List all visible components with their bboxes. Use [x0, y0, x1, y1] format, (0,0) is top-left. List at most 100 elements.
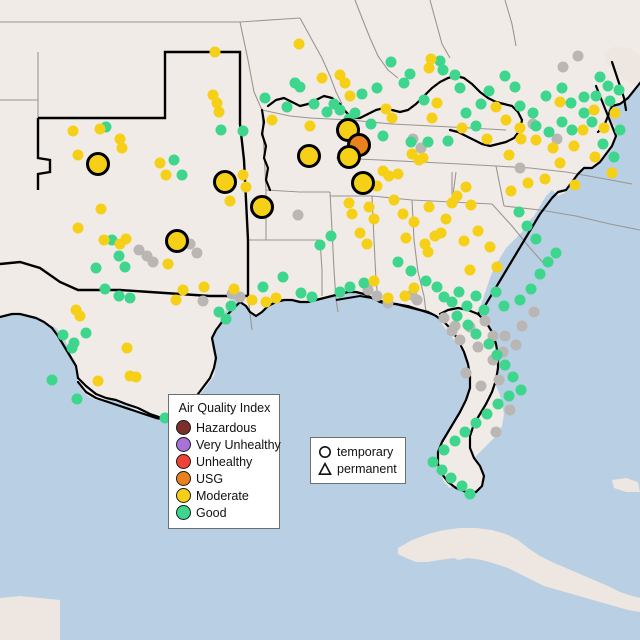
monitor-marker-unknown[interactable] — [197, 295, 209, 307]
monitor-marker-good[interactable] — [459, 426, 471, 438]
monitor-marker-good[interactable] — [213, 306, 225, 318]
monitor-marker-highlighted[interactable] — [86, 152, 110, 176]
monitor-marker-moderate[interactable] — [422, 246, 434, 258]
monitor-marker-good[interactable] — [438, 444, 450, 456]
monitor-marker-unknown[interactable] — [406, 289, 418, 301]
monitor-marker-unknown[interactable] — [499, 330, 511, 342]
monitor-marker-good[interactable] — [436, 464, 448, 476]
monitor-marker-moderate[interactable] — [74, 310, 86, 322]
monitor-marker-good[interactable] — [586, 116, 598, 128]
monitor-marker-good[interactable] — [281, 101, 293, 113]
monitor-marker-good[interactable] — [314, 239, 326, 251]
monitor-marker-moderate[interactable] — [451, 190, 463, 202]
monitor-marker-moderate[interactable] — [334, 69, 346, 81]
monitor-marker-highlighted[interactable] — [250, 195, 274, 219]
legend-item-permanent[interactable]: permanent — [318, 460, 399, 477]
monitor-marker-good[interactable] — [46, 374, 58, 386]
monitor-marker-moderate[interactable] — [446, 197, 458, 209]
monitor-marker-unknown[interactable] — [415, 142, 427, 154]
monitor-marker-unknown[interactable] — [449, 320, 461, 332]
monitor-marker-unknown[interactable] — [551, 133, 563, 145]
monitor-marker-moderate[interactable] — [162, 258, 174, 270]
monitor-marker-unknown[interactable] — [371, 290, 383, 302]
monitor-marker-unknown[interactable] — [191, 247, 203, 259]
monitor-marker-good[interactable] — [608, 151, 620, 163]
monitor-marker-moderate[interactable] — [503, 149, 515, 161]
monitor-marker-good[interactable] — [404, 68, 416, 80]
monitor-marker-moderate[interactable] — [213, 106, 225, 118]
monitor-marker-moderate[interactable] — [368, 213, 380, 225]
monitor-marker-good[interactable] — [521, 220, 533, 232]
monitor-marker-good[interactable] — [470, 120, 482, 132]
monitor-marker-good[interactable] — [556, 116, 568, 128]
monitor-marker-highlighted[interactable] — [351, 171, 375, 195]
monitor-marker-moderate[interactable] — [209, 46, 221, 58]
monitor-marker-moderate[interactable] — [339, 77, 351, 89]
legend-item-usg[interactable]: USG — [176, 470, 273, 487]
monitor-marker-unknown[interactable] — [490, 426, 502, 438]
monitor-marker-good[interactable] — [513, 206, 525, 218]
monitor-marker-good[interactable] — [405, 136, 417, 148]
monitor-marker-moderate[interactable] — [237, 169, 249, 181]
monitor-marker-good[interactable] — [614, 124, 626, 136]
monitor-marker-good[interactable] — [168, 154, 180, 166]
monitor-marker-moderate[interactable] — [440, 213, 452, 225]
monitor-marker-good[interactable] — [475, 98, 487, 110]
monitor-marker-unknown[interactable] — [557, 61, 569, 73]
monitor-marker-moderate[interactable] — [547, 142, 559, 154]
monitor-marker-moderate[interactable] — [170, 294, 182, 306]
monitor-marker-good[interactable] — [445, 472, 457, 484]
monitor-marker-moderate[interactable] — [577, 124, 589, 136]
monitor-marker-good[interactable] — [442, 135, 454, 147]
monitor-marker-good[interactable] — [113, 290, 125, 302]
monitor-marker-good[interactable] — [478, 304, 490, 316]
monitor-marker-unknown[interactable] — [510, 339, 522, 351]
monitor-marker-good[interactable] — [461, 300, 473, 312]
monitor-marker-moderate[interactable] — [116, 142, 128, 154]
monitor-marker-good[interactable] — [308, 98, 320, 110]
monitor-marker-good[interactable] — [57, 329, 69, 341]
monitor-marker-moderate[interactable] — [270, 292, 282, 304]
monitor-marker-good[interactable] — [527, 107, 539, 119]
legend-item-hazardous[interactable]: Hazardous — [176, 419, 273, 436]
monitor-marker-good[interactable] — [481, 408, 493, 420]
monitor-marker-moderate[interactable] — [383, 170, 395, 182]
monitor-marker-moderate[interactable] — [382, 292, 394, 304]
monitor-marker-unknown[interactable] — [147, 256, 159, 268]
monitor-marker-moderate[interactable] — [95, 203, 107, 215]
monitor-marker-unknown[interactable] — [504, 404, 516, 416]
monitor-marker-unknown[interactable] — [460, 367, 472, 379]
monitor-marker-good[interactable] — [604, 95, 616, 107]
monitor-marker-moderate[interactable] — [293, 38, 305, 50]
monitor-marker-good[interactable] — [437, 64, 449, 76]
monitor-marker-moderate[interactable] — [377, 165, 389, 177]
monitor-marker-good[interactable] — [456, 480, 468, 492]
monitor-marker-highlighted[interactable] — [337, 145, 361, 169]
monitor-marker-unknown[interactable] — [234, 291, 246, 303]
legend-site-type[interactable]: temporary permanent — [310, 437, 406, 484]
monitor-marker-good[interactable] — [371, 82, 383, 94]
monitor-marker-highlighted[interactable] — [165, 229, 189, 253]
monitor-marker-good[interactable] — [462, 319, 474, 331]
monitor-marker-good[interactable] — [492, 398, 504, 410]
monitor-marker-unknown[interactable] — [528, 306, 540, 318]
monitor-marker-moderate[interactable] — [160, 169, 172, 181]
monitor-marker-unknown[interactable] — [411, 294, 423, 306]
monitor-marker-good[interactable] — [71, 393, 83, 405]
monitor-marker-moderate[interactable] — [386, 112, 398, 124]
monitor-marker-unknown[interactable] — [438, 312, 450, 324]
monitor-marker-moderate[interactable] — [423, 201, 435, 213]
monitor-marker-moderate[interactable] — [419, 238, 431, 250]
monitor-marker-unknown[interactable] — [493, 374, 505, 386]
monitor-marker-moderate[interactable] — [246, 294, 258, 306]
monitor-marker-moderate[interactable] — [392, 168, 404, 180]
monitor-marker-good[interactable] — [398, 77, 410, 89]
monitor-marker-unknown[interactable] — [141, 250, 153, 262]
monitor-marker-good[interactable] — [225, 300, 237, 312]
monitor-marker-unknown[interactable] — [487, 354, 499, 366]
monitor-marker-good[interactable] — [420, 275, 432, 287]
monitor-marker-good[interactable] — [328, 98, 340, 110]
monitor-marker-good[interactable] — [427, 456, 439, 468]
monitor-marker-good[interactable] — [530, 120, 542, 132]
monitor-marker-moderate[interactable] — [130, 371, 142, 383]
